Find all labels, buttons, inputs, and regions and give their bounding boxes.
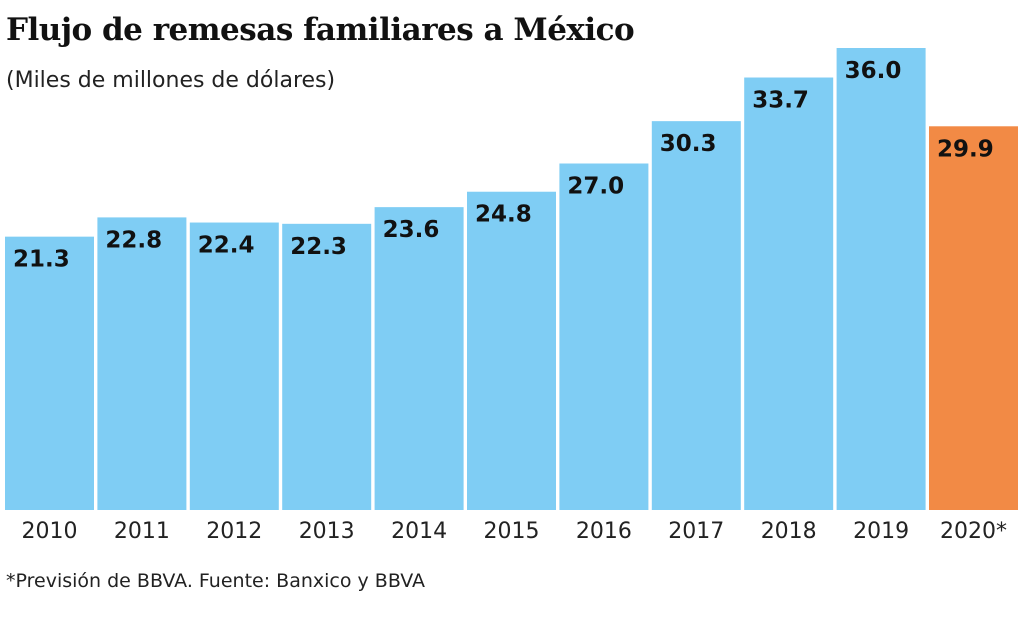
x-tick-label: 2010 xyxy=(22,519,78,544)
value-label: 24.8 xyxy=(475,202,532,228)
bar-2015 xyxy=(467,191,556,510)
bar-2013 xyxy=(282,223,372,511)
x-tick-label: 2020* xyxy=(940,519,1007,544)
value-label: 29.9 xyxy=(937,136,994,162)
value-label: 22.4 xyxy=(198,233,255,259)
bar-2012 xyxy=(189,222,279,511)
value-label: 22.8 xyxy=(105,227,162,253)
value-label: 27.0 xyxy=(567,174,624,200)
x-tick-label: 2014 xyxy=(391,519,447,544)
value-label: 30.3 xyxy=(660,131,717,157)
chart-title: Flujo de remesas familiares a México xyxy=(6,12,635,48)
footnote: *Previsión de BBVA. Fuente: Banxico y BB… xyxy=(6,570,426,592)
value-label: 23.6 xyxy=(383,217,440,243)
bar-2020* xyxy=(929,126,1018,511)
bar-2016 xyxy=(559,163,649,510)
x-tick-label: 2018 xyxy=(761,519,817,544)
bar-2010 xyxy=(5,236,94,510)
x-tick-label: 2017 xyxy=(668,519,724,544)
value-label: 22.3 xyxy=(290,234,347,260)
bar-2017 xyxy=(651,121,741,511)
x-tick-label: 2011 xyxy=(114,519,170,544)
x-tick-label: 2013 xyxy=(299,519,355,544)
value-label: 33.7 xyxy=(752,88,809,114)
x-tick-label: 2012 xyxy=(206,519,262,544)
chart-subtitle: (Miles de millones de dólares) xyxy=(6,68,336,93)
bar-2014 xyxy=(374,207,464,510)
value-label: 36.0 xyxy=(845,58,902,84)
bar-2011 xyxy=(97,217,187,510)
bar-2019 xyxy=(836,48,926,510)
x-tick-label: 2019 xyxy=(853,519,909,544)
x-tick-label: 2016 xyxy=(576,519,632,544)
x-tick-label: 2015 xyxy=(484,519,540,544)
value-label: 21.3 xyxy=(13,247,70,273)
bar-2018 xyxy=(744,77,834,511)
